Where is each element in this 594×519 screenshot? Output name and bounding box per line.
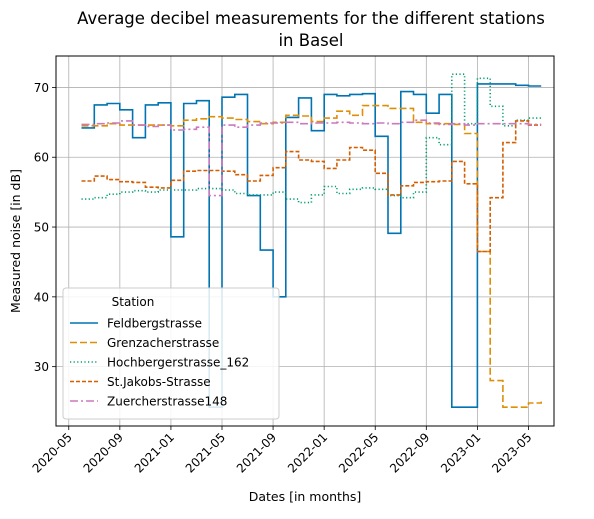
x-tick-label: 2022-01 xyxy=(285,430,330,475)
plot-frame xyxy=(55,55,555,427)
legend: Station Feldbergstrasse Grenzacherstrasse H… xyxy=(62,287,280,420)
chart-title-line2: in Basel xyxy=(278,31,343,50)
y-axis: 30 40 50 60 70 xyxy=(34,81,56,374)
x-tick-label: 2022-09 xyxy=(387,430,432,475)
x-axis-label: Dates [in months] xyxy=(249,489,362,504)
x-tick-label: 2020-05 xyxy=(30,430,75,475)
x-tick-label: 2023-05 xyxy=(489,430,534,475)
chart-title-line1: Average decibel measurements for the dif… xyxy=(77,9,545,28)
x-tick-label: 2020-09 xyxy=(81,430,126,475)
x-tick-label: 2022-05 xyxy=(336,430,381,475)
series-line-hochbergerstrasse-162 xyxy=(81,73,542,204)
y-tick-label: 50 xyxy=(34,221,49,235)
y-tick-label: 60 xyxy=(34,151,49,165)
legend-title: Station xyxy=(112,295,155,309)
x-axis: 2020-05 2020-09 2021-01 2021-05 2021-09 2022-… xyxy=(30,426,535,476)
series-line-feldbergstrasse xyxy=(81,83,542,408)
series-line-grenzacherstrasse xyxy=(81,104,542,408)
legend-label: Hochbergerstrasse_162 xyxy=(107,356,249,370)
y-tick-label: 40 xyxy=(34,290,49,304)
x-tick-label: 2021-01 xyxy=(132,430,177,475)
x-tick-label: 2023-01 xyxy=(438,430,483,475)
series-line-st-jakobs-strasse xyxy=(81,120,542,253)
series-layer xyxy=(81,73,542,408)
y-tick-label: 70 xyxy=(34,81,49,95)
legend-box xyxy=(62,287,280,420)
legend-label: Zuercherstrasse148 xyxy=(107,395,227,409)
y-tick-label: 30 xyxy=(34,360,49,374)
x-tick-label: 2021-05 xyxy=(183,430,228,475)
y-axis-label: Measured noise [in dB] xyxy=(8,169,23,313)
x-tick-label: 2021-09 xyxy=(234,430,279,475)
series-line-zuercherstrasse148 xyxy=(81,119,542,197)
legend-label: Feldbergstrasse xyxy=(107,317,202,331)
legend-label: Grenzacherstrasse xyxy=(107,336,219,350)
legend-label: St.Jakobs-Strasse xyxy=(107,375,211,389)
